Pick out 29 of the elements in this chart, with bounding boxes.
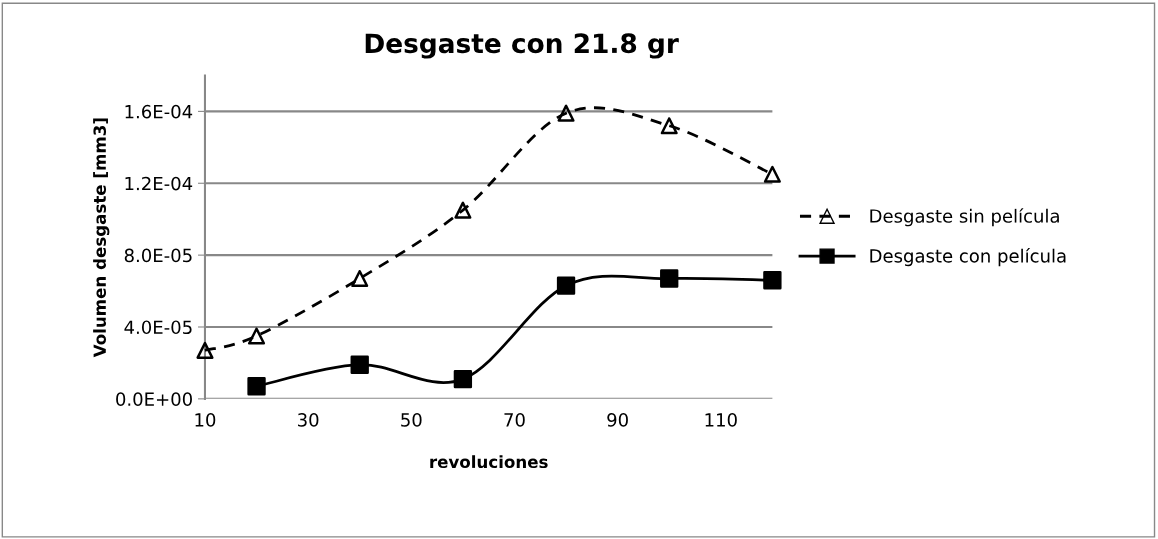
point bbox=[454, 201, 472, 219]
x-tick-label: 50 bbox=[401, 413, 422, 427]
point bbox=[556, 276, 576, 295]
y-axis-title: Volumen desgaste [mm3] bbox=[93, 118, 110, 358]
y-tick-label: 1.2E-04 bbox=[125, 176, 193, 191]
point bbox=[453, 369, 473, 389]
x-tick-label: 110 bbox=[705, 413, 737, 427]
point bbox=[557, 104, 575, 122]
y-tick-label: 8.0E-05 bbox=[124, 248, 192, 263]
point bbox=[248, 327, 266, 345]
point bbox=[660, 269, 679, 288]
point bbox=[196, 341, 214, 359]
x-axis-title: revoluciones bbox=[430, 455, 548, 469]
point bbox=[350, 355, 369, 374]
x-tick-label: 70 bbox=[504, 413, 525, 427]
x-tick-label: 90 bbox=[607, 413, 628, 427]
point bbox=[763, 271, 782, 290]
y-tick-label: 1.6E-04 bbox=[125, 104, 193, 119]
point bbox=[247, 377, 266, 396]
legend-label: Desgaste con película bbox=[870, 247, 1066, 267]
point bbox=[351, 269, 369, 288]
point bbox=[763, 165, 781, 183]
x-tick-label: 30 bbox=[298, 413, 319, 427]
y-tick-label: 0.0E+00 bbox=[116, 392, 192, 406]
legend-label: Desgaste sin película bbox=[870, 208, 1059, 227]
x-tick-label: 10 bbox=[195, 413, 216, 427]
chart-title: Desgaste con 21.8 gr bbox=[365, 33, 679, 59]
point bbox=[660, 117, 678, 135]
y-tick-label: 4.0E-05 bbox=[124, 320, 192, 335]
